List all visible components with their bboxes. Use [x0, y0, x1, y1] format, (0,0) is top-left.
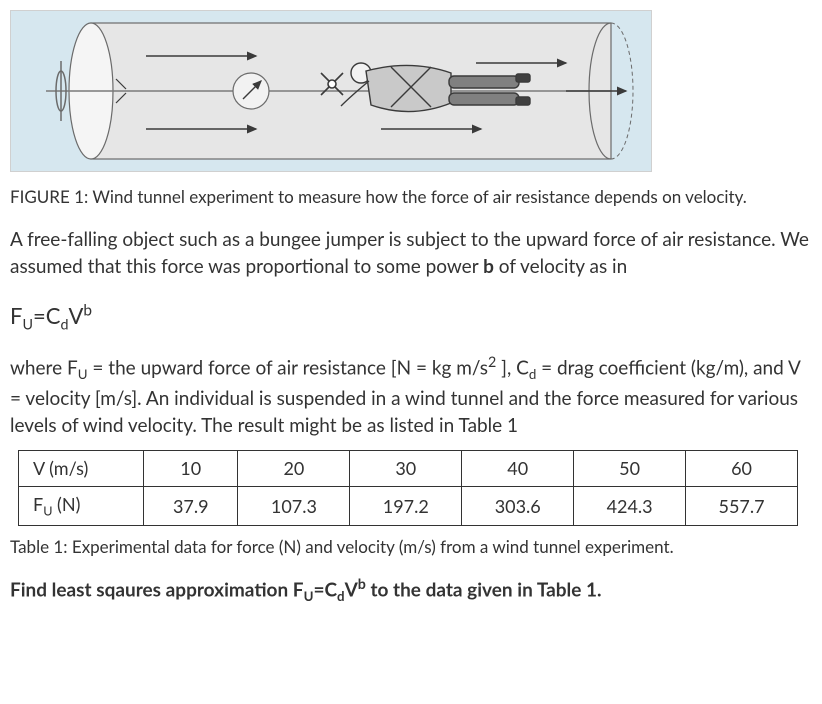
pr-a: Find least sqaures approximation F [10, 578, 304, 601]
pr-sup-b: b [358, 576, 366, 593]
table-row-force: FU (N) 37.9 107.3 197.2 303.6 424.3 557.… [19, 486, 798, 525]
eq-eq: = [33, 302, 46, 329]
cell: 424.3 [574, 486, 686, 525]
cell: 303.6 [462, 486, 574, 525]
fh-a: F [33, 493, 43, 515]
pr-sub-u: U [304, 588, 314, 604]
p1-b: b [483, 255, 494, 278]
p2-sub-u: U [78, 367, 88, 383]
p2-a: where F [10, 357, 78, 380]
eq-V-sup: b [83, 301, 92, 319]
pr-c: V [345, 578, 358, 601]
row-header-v: V (m/s) [19, 450, 144, 486]
fh-b: (N) [52, 493, 80, 515]
intro-paragraph: A free-falling object such as a bungee j… [10, 226, 812, 281]
cell: 10 [144, 450, 238, 486]
row-header-f: FU (N) [19, 486, 144, 525]
cell: 50 [574, 450, 686, 486]
cell: 40 [462, 450, 574, 486]
eq-F-sub: U [22, 316, 33, 333]
cell: 20 [238, 450, 350, 486]
question-prompt: Find least sqaures approximation FU=CdVb… [10, 574, 812, 607]
data-table: V (m/s) 10 20 30 40 50 60 FU (N) 37.9 10… [18, 450, 798, 526]
p2-b: = the upward force of air resistance [N … [88, 357, 488, 380]
p1-a: A free-falling object such as a bungee j… [10, 228, 809, 279]
cell: 107.3 [238, 486, 350, 525]
eq-F: F [10, 302, 22, 329]
figure-caption: FIGURE 1: Wind tunnel experiment to meas… [10, 184, 812, 210]
eq-C: C [46, 302, 61, 329]
table-caption: Table 1: Experimental data for force (N)… [10, 534, 812, 560]
p1-c: of velocity as in [494, 255, 627, 278]
pr-sub-d: d [337, 588, 345, 604]
cell: 557.7 [686, 486, 798, 525]
cell: 30 [350, 450, 462, 486]
pr-d: to the data given in Table 1. [366, 578, 602, 601]
wind-tunnel-figure [10, 10, 652, 172]
wind-tunnel-svg [11, 11, 651, 171]
pr-b: =C [313, 578, 337, 601]
cell: 37.9 [144, 486, 238, 525]
cell: 197.2 [350, 486, 462, 525]
definition-paragraph: where FU = the upward force of air resis… [10, 353, 812, 439]
table-row-velocity: V (m/s) 10 20 30 40 50 60 [19, 450, 798, 486]
eq-V: V [68, 302, 83, 329]
cell: 60 [686, 450, 798, 486]
p2-c: ], C [496, 357, 529, 380]
equation: FU=CdVb [10, 299, 812, 336]
